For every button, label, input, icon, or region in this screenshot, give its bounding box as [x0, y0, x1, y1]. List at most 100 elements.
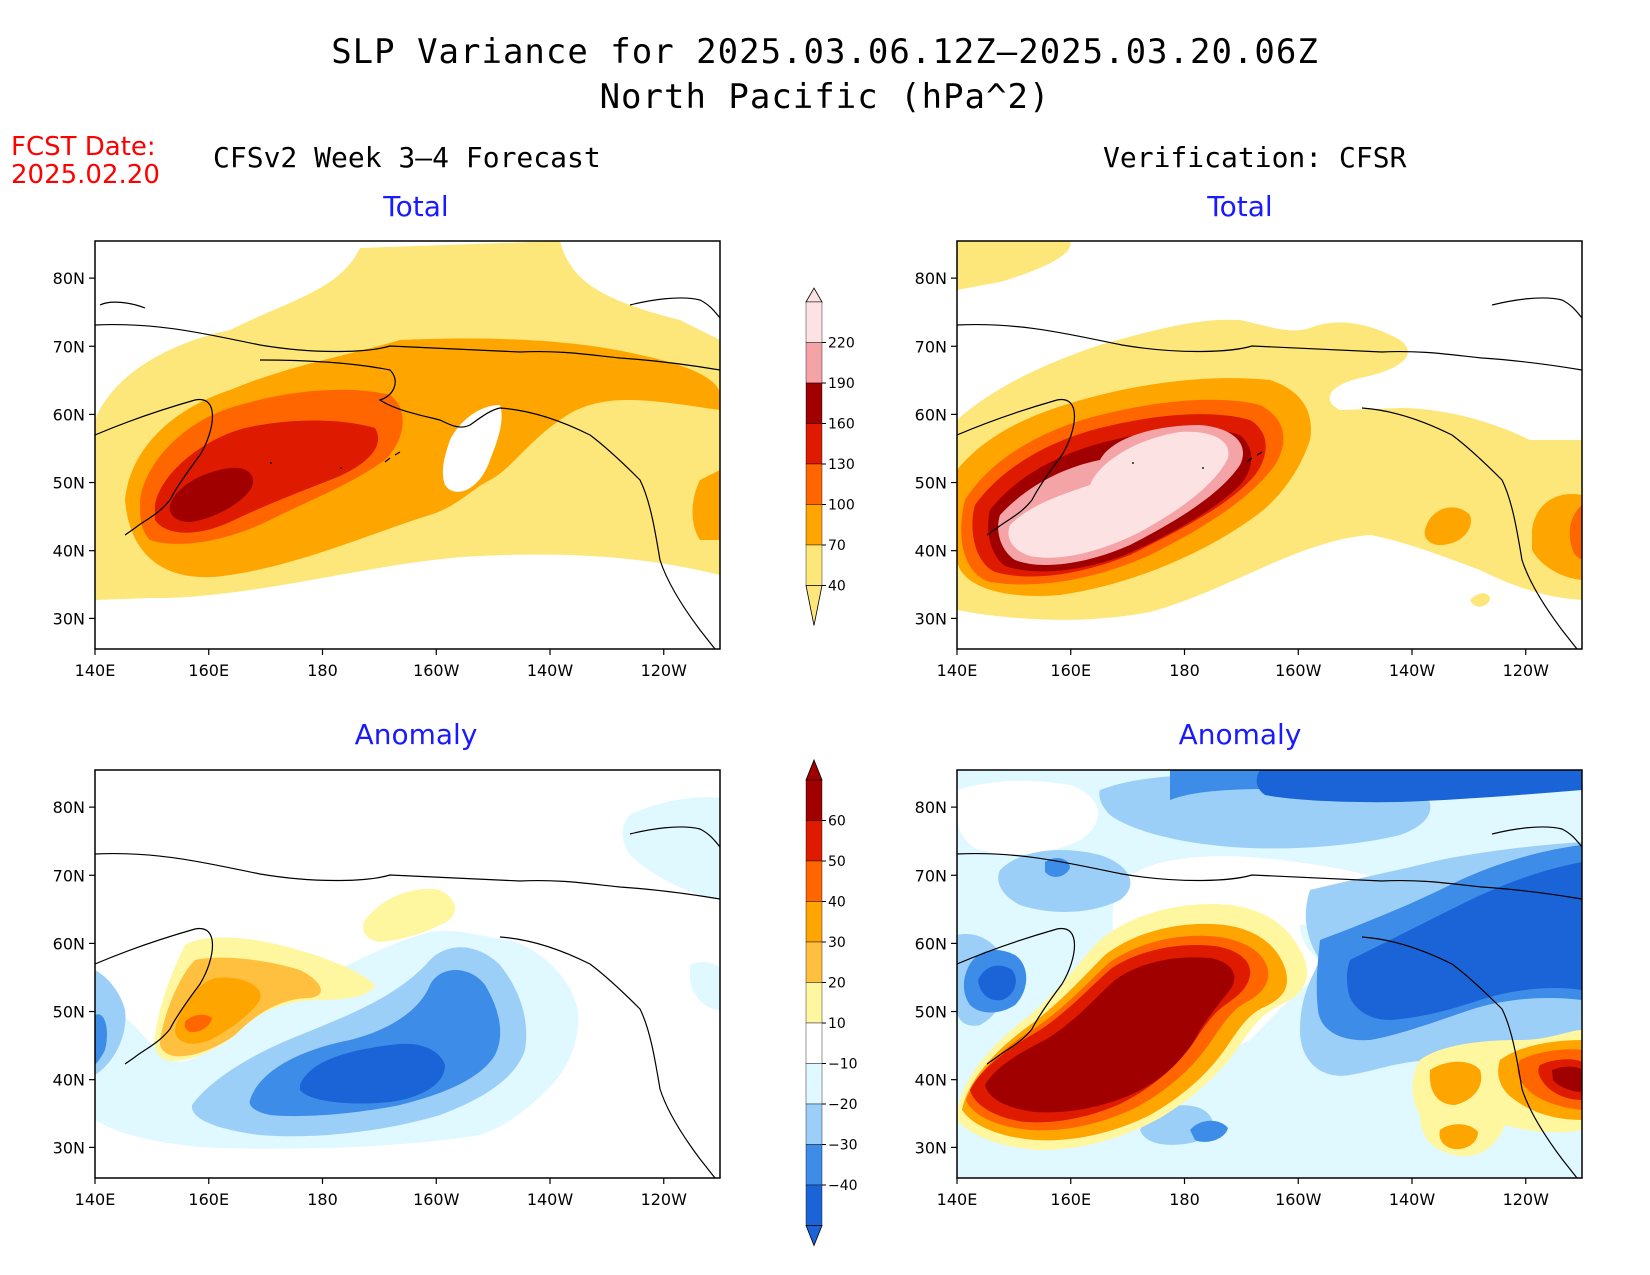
colorbar-swatch [805, 779, 823, 821]
colorbar-label: 60 [828, 814, 846, 830]
lon-tick-label: 160E [1050, 661, 1091, 680]
colorbar-label: −40 [828, 1178, 858, 1194]
frame-forecast-total [94, 240, 721, 650]
lon-tick-label: 160E [188, 1190, 229, 1209]
colorbar-swatch [805, 544, 823, 586]
colorbar-bottom-arrow [805, 585, 823, 626]
colorbar-swatch [805, 1063, 823, 1105]
lat-tick-label: 40N [53, 1071, 85, 1090]
lon-tick-label: 140E [75, 1190, 116, 1209]
verification-total-title: Total [1207, 190, 1273, 223]
colorbar-total: 220 190 160 130 100 70 40 [805, 287, 855, 626]
colorbar-top-arrow [805, 758, 823, 781]
colorbar-anomaly: 60 50 40 30 20 10 −10 −20 −30 −40 [805, 758, 858, 1247]
lon-tick-label: 120W [641, 661, 688, 680]
lon-tick-label: 120W [1503, 661, 1550, 680]
verification-anomaly-map [957, 770, 1582, 1178]
verification-total-map [957, 241, 1582, 649]
lat-tick-label: 70N [53, 866, 85, 885]
colorbar-label: 40 [828, 895, 846, 911]
colorbar-swatch [805, 1184, 823, 1226]
colorbar-label: 160 [828, 417, 855, 433]
fcst-label: FCST Date: [11, 132, 156, 162]
frame-verification-total [956, 240, 1583, 650]
fcst-date: 2025.02.20 [11, 160, 160, 190]
lon-tick-label: 120W [641, 1190, 688, 1209]
colorbar-label: 50 [828, 854, 846, 870]
forecast-anomaly-map [95, 770, 720, 1178]
coastline-verification-anomaly [957, 826, 1582, 1178]
colorbar-swatch [805, 342, 823, 384]
frame-forecast-anomaly [94, 769, 721, 1179]
colorbar-label: 220 [828, 336, 855, 352]
colorbar-label: 30 [828, 935, 846, 951]
lat-tick-label: 30N [53, 1138, 85, 1157]
lat-tick-label: 30N [915, 1138, 947, 1157]
lon-tick-label: 140W [1389, 1190, 1436, 1209]
lat-tick-label: 50N [915, 474, 947, 493]
lat-tick-label: 70N [53, 337, 85, 356]
lon-tick-label: 180 [1169, 661, 1200, 680]
lon-tick-label: 160W [413, 1190, 460, 1209]
colorbar-label: −20 [828, 1097, 858, 1113]
colorbar-swatch [805, 941, 823, 983]
colorbar-swatch [805, 382, 823, 424]
lat-tick-label: 50N [915, 1003, 947, 1022]
lon-tick-label: 180 [307, 661, 338, 680]
main-title: SLP Variance for 2025.03.06.12Z–2025.03.… [331, 32, 1319, 72]
coastline-forecast-total [95, 297, 720, 649]
lat-tick-label: 70N [915, 866, 947, 885]
lat-tick-label: 80N [53, 269, 85, 288]
lon-tick-label: 160E [1050, 1190, 1091, 1209]
lon-tick-label: 160W [1275, 661, 1322, 680]
colorbar-swatch [805, 860, 823, 902]
main-subtitle: North Pacific (hPa^2) [599, 77, 1051, 117]
lon-tick-label: 180 [1169, 1190, 1200, 1209]
colorbar-swatch [805, 982, 823, 1024]
colorbar-swatch [805, 901, 823, 943]
lat-tick-label: 80N [915, 269, 947, 288]
colorbar-label: 70 [828, 538, 846, 554]
colorbar-swatch [805, 1022, 823, 1064]
forecast-total-title: Total [383, 190, 449, 223]
colorbar-swatch [805, 463, 823, 505]
lat-tick-label: 70N [915, 337, 947, 356]
lon-tick-label: 140W [1389, 661, 1436, 680]
colorbar-swatch [805, 423, 823, 465]
coastline-verification-total [957, 297, 1582, 649]
lat-tick-label: 40N [915, 542, 947, 561]
frame-verification-anomaly [956, 769, 1583, 1179]
verification-header: Verification: CFSR [1103, 141, 1407, 174]
colorbar-swatch [805, 1144, 823, 1186]
lat-tick-label: 80N [53, 798, 85, 817]
colorbar-label: 100 [828, 498, 855, 514]
colorbar-swatch [805, 1103, 823, 1145]
lon-tick-label: 140E [75, 661, 116, 680]
colorbar-label: 10 [828, 1016, 846, 1032]
lat-tick-label: 60N [915, 934, 947, 953]
colorbar-label: −30 [828, 1138, 858, 1154]
lon-tick-label: 140E [937, 661, 978, 680]
lon-tick-label: 160W [413, 661, 460, 680]
lon-tick-label: 120W [1503, 1190, 1550, 1209]
colorbar-label: −10 [828, 1057, 858, 1073]
lon-tick-label: 160E [188, 661, 229, 680]
lon-tick-label: 180 [307, 1190, 338, 1209]
colorbar-label: 40 [828, 579, 846, 595]
forecast-anomaly-title: Anomaly [354, 718, 478, 751]
lon-tick-label: 140W [527, 1190, 574, 1209]
colorbar-top-arrow [805, 287, 823, 303]
lat-tick-label: 40N [915, 1071, 947, 1090]
forecast-total-map [95, 241, 720, 649]
lat-tick-label: 60N [53, 405, 85, 424]
colorbar-swatch [805, 504, 823, 546]
lat-tick-label: 80N [915, 798, 947, 817]
colorbar-label: 130 [828, 457, 855, 473]
colorbar-label: 190 [828, 376, 855, 392]
lat-tick-label: 60N [915, 405, 947, 424]
lat-tick-label: 30N [915, 609, 947, 628]
lat-tick-label: 40N [53, 542, 85, 561]
colorbar-bottom-arrow [805, 1225, 823, 1247]
lat-tick-label: 30N [53, 609, 85, 628]
coastline-forecast-anomaly [95, 826, 720, 1178]
